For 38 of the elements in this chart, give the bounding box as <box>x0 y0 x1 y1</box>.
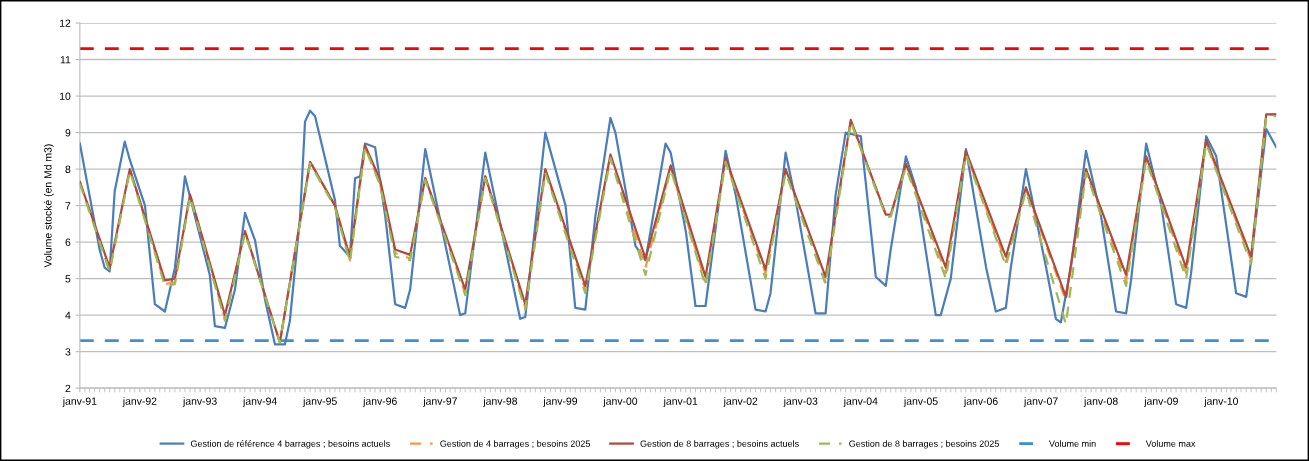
legend-label: Gestion de 8 barrages ; besoins actuels <box>640 440 799 449</box>
y-tick-label: 9 <box>65 129 71 137</box>
legend-label: Gestion de 4 barrages ; besoins 2025 <box>440 440 591 449</box>
y-tick-label: 5 <box>65 275 71 283</box>
y-axis-title: Volume stocké (en Md m3) <box>43 144 54 268</box>
y-tick-label: 12 <box>60 19 71 27</box>
x-tick-label: janv-94 <box>242 397 277 407</box>
legend-label: Volume min <box>1049 440 1096 447</box>
x-tick-label: janv-05 <box>903 397 938 407</box>
legend-label: Volume max <box>1145 440 1196 447</box>
x-tick-label: janv-93 <box>182 397 217 407</box>
x-tick-label: janv-92 <box>122 397 157 407</box>
x-tick-label: janv-08 <box>1083 397 1118 407</box>
x-tick-label: janv-06 <box>963 397 998 407</box>
y-tick-label: 2 <box>65 384 71 392</box>
x-tick-label: janv-04 <box>843 397 878 407</box>
x-tick-label: janv-03 <box>783 397 818 407</box>
x-tick-label: janv-99 <box>543 397 578 407</box>
y-tick-label: 4 <box>65 311 71 319</box>
y-tick-label: 7 <box>65 202 71 210</box>
x-tick-label: janv-07 <box>1023 397 1058 407</box>
x-tick-label: janv-91 <box>62 397 97 407</box>
x-tick-label: janv-98 <box>483 397 518 407</box>
y-tick-label: 3 <box>65 348 71 356</box>
y-tick-label: 11 <box>60 56 71 64</box>
y-tick-label: 10 <box>60 92 71 100</box>
x-tick-label: janv-97 <box>423 397 457 407</box>
x-tick-label: janv-01 <box>663 397 698 407</box>
x-tick-label: janv-02 <box>723 397 758 407</box>
y-tick-label: 8 <box>65 165 71 173</box>
x-tick-label: janv-95 <box>302 397 337 407</box>
x-tick-label: janv-09 <box>1143 397 1178 407</box>
legend-label: Gestion de 8 barrages ; besoins 2025 <box>849 440 999 449</box>
x-tick-label: janv-00 <box>603 397 638 407</box>
y-tick-label: 6 <box>65 238 71 246</box>
x-tick-label: janv-10 <box>1204 397 1239 407</box>
x-tick-label: janv-96 <box>362 397 397 407</box>
legend-label: Gestion de référence 4 barrages ; besoins actuels <box>190 440 390 449</box>
